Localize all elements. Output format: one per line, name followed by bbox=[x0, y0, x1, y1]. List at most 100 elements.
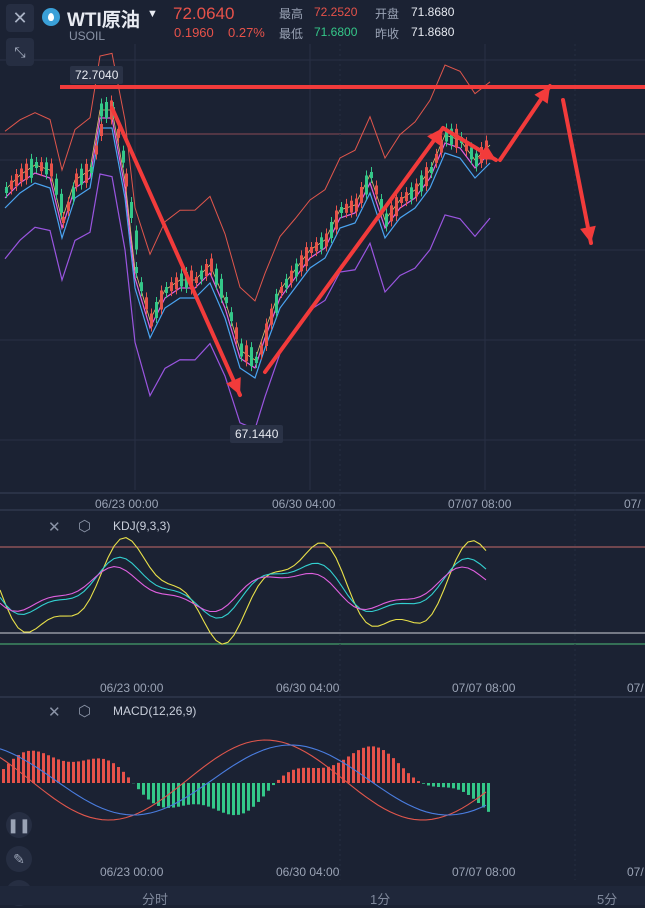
tab-5min[interactable]: 5分 bbox=[597, 889, 617, 908]
low-label: 最低 bbox=[279, 25, 303, 42]
close-icon[interactable]: ✕ bbox=[48, 703, 61, 721]
candle-body bbox=[290, 271, 293, 283]
candle-body bbox=[325, 234, 328, 247]
macd-bar bbox=[367, 746, 370, 783]
candle-body bbox=[265, 324, 268, 337]
tab-1min[interactable]: 1分 bbox=[370, 889, 390, 908]
macd-bar bbox=[462, 783, 465, 792]
macd-bar bbox=[62, 761, 65, 783]
candlestick-icon[interactable]: ❚❚ bbox=[6, 812, 32, 838]
candle-body bbox=[195, 277, 198, 283]
candle-body bbox=[15, 174, 18, 186]
candle-body bbox=[72, 187, 75, 199]
macd-bar bbox=[142, 783, 145, 795]
macd-bar bbox=[247, 783, 250, 811]
macd-bar bbox=[112, 763, 115, 783]
candle-body bbox=[215, 269, 218, 285]
macd-bar bbox=[87, 760, 90, 783]
candle-body bbox=[20, 169, 23, 182]
macd-bar bbox=[182, 783, 185, 806]
macd-bar bbox=[287, 772, 290, 783]
macd-bar bbox=[392, 758, 395, 783]
macd-bar bbox=[272, 783, 275, 785]
macd-bar bbox=[422, 783, 425, 784]
candle-body bbox=[400, 197, 403, 203]
pencil-icon[interactable]: ✎ bbox=[6, 846, 32, 872]
macd-bar bbox=[312, 768, 315, 783]
macd-bar bbox=[302, 768, 305, 783]
candle-body bbox=[10, 181, 13, 190]
macd-bar bbox=[122, 772, 125, 783]
candle-body bbox=[35, 162, 38, 168]
macd-bar bbox=[107, 760, 110, 783]
candle-body bbox=[175, 277, 178, 289]
candle-body bbox=[60, 194, 63, 213]
price-change-pct: 0.27% bbox=[228, 25, 265, 40]
candle-body bbox=[280, 287, 283, 293]
macd-bar bbox=[477, 783, 480, 803]
candle-body bbox=[245, 345, 248, 361]
candle-body bbox=[430, 167, 433, 173]
candle-body bbox=[335, 211, 338, 230]
macd-bar bbox=[152, 783, 155, 803]
candle-body bbox=[95, 146, 98, 155]
macd-bar bbox=[77, 761, 80, 783]
macd-bar bbox=[117, 767, 120, 783]
macd-bar bbox=[307, 768, 310, 783]
macd-bar bbox=[7, 764, 10, 783]
candle-body bbox=[270, 309, 273, 325]
candle-body bbox=[80, 169, 83, 185]
macd-bar bbox=[137, 783, 140, 789]
candle-body bbox=[315, 242, 318, 251]
expand-icon[interactable]: ⤡ bbox=[6, 38, 34, 66]
candle-body bbox=[125, 174, 128, 187]
kdj-x-label: 06/30 04:00 bbox=[276, 681, 339, 695]
chevron-down-icon[interactable]: ▼ bbox=[147, 8, 158, 20]
macd-bar bbox=[57, 759, 60, 783]
macd-title: MACD(12,26,9) bbox=[113, 704, 196, 718]
candle-body bbox=[40, 162, 43, 171]
gear-icon[interactable]: ⬡ bbox=[78, 517, 91, 535]
macd-bar bbox=[427, 783, 430, 785]
gear-icon[interactable]: ⬡ bbox=[78, 702, 91, 720]
candle-body bbox=[330, 222, 333, 238]
macd-bar bbox=[147, 783, 150, 800]
close-icon[interactable]: ✕ bbox=[48, 518, 61, 536]
candle-body bbox=[50, 164, 53, 177]
candle-body bbox=[340, 207, 343, 213]
candle-body bbox=[220, 279, 223, 298]
trend-arrow-head bbox=[580, 226, 596, 243]
symbol-code: USOIL bbox=[69, 29, 105, 43]
candle-body bbox=[310, 247, 313, 253]
macd-bar bbox=[22, 752, 25, 783]
close-icon[interactable]: ✕ bbox=[6, 4, 34, 32]
macd-bar bbox=[207, 783, 210, 807]
ma-line-magenta bbox=[5, 118, 490, 368]
symbol-name[interactable]: WTI原油 bbox=[67, 5, 140, 32]
candle-body bbox=[62, 217, 65, 223]
macd-bar bbox=[37, 752, 40, 783]
candle-body bbox=[405, 192, 408, 201]
tab-timeshare[interactable]: 分时 bbox=[142, 889, 168, 908]
candle-body bbox=[105, 102, 108, 118]
macd-bar bbox=[242, 783, 245, 813]
candle-body bbox=[275, 294, 278, 313]
macd-bar bbox=[237, 783, 240, 815]
macd-bar bbox=[417, 781, 420, 783]
candle-body bbox=[320, 237, 323, 249]
main-x-label: 07/07 08:00 bbox=[448, 497, 511, 511]
macd-bar bbox=[407, 773, 410, 783]
candle-body bbox=[250, 347, 253, 366]
candle-body bbox=[345, 204, 348, 213]
candle-body bbox=[355, 199, 358, 212]
macd-bar bbox=[222, 783, 225, 813]
current-price: 72.0640 bbox=[173, 4, 234, 24]
macd-bar bbox=[362, 748, 365, 783]
min-price-tag: 67.1440 bbox=[230, 425, 283, 443]
candle-body bbox=[45, 162, 48, 174]
candle-body bbox=[210, 259, 213, 272]
macd-bar bbox=[452, 783, 455, 788]
ma-line-yellow bbox=[5, 110, 490, 360]
macd-bar bbox=[487, 783, 490, 812]
